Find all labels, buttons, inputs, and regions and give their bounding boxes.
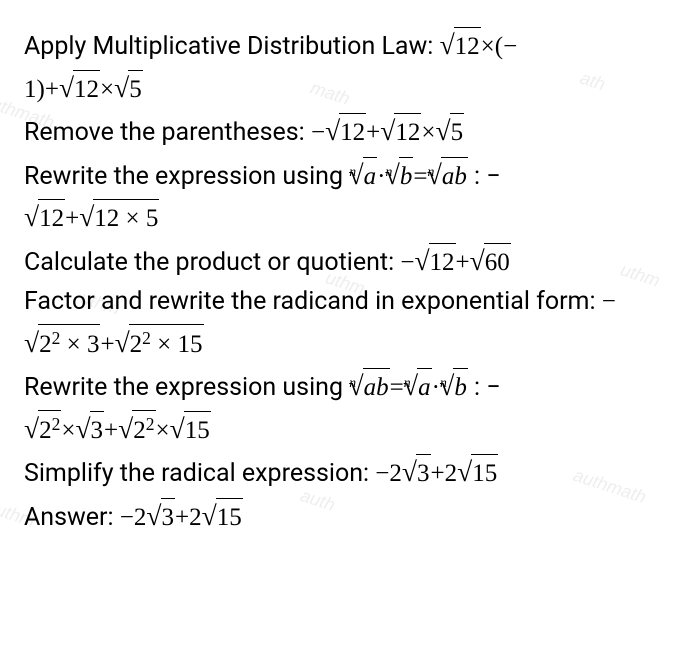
answer-label: Answer: [24,503,120,532]
step-text: Simplify the radical expression: [24,459,375,488]
step-4: Calculate the product or quotient: −√12+… [24,240,676,283]
step-text: Factor and rewrite the radicand in expon… [24,287,602,316]
step-1: Apply Multiplicative Distribution Law: √… [24,24,676,109]
step-2: Remove the parentheses: −√12+√12×√5 [24,110,676,153]
step-7: Simplify the radical expression: −2√3+2√… [24,451,676,494]
step-text: Rewrite the expression using [24,162,349,191]
step-text: Apply Multiplicative Distribution Law: [24,32,440,61]
solution-steps: Apply Multiplicative Distribution Law: √… [24,24,676,537]
step-6: Rewrite the expression using n√ab=n√a·n√… [24,365,676,450]
step-5: Factor and rewrite the radicand in expon… [24,283,676,364]
step-3: Rewrite the expression using n√a·n√b=n√a… [24,154,676,239]
step-text: Rewrite the expression using [24,373,349,402]
step-text: Remove the parentheses: [24,118,311,147]
step-text: Calculate the product or quotient: [24,248,400,277]
answer-step: Answer: −2√3+2√15 [24,495,676,538]
